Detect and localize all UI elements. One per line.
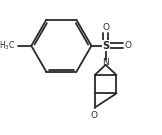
Text: O: O xyxy=(90,111,97,120)
Text: O: O xyxy=(102,23,109,32)
Text: O: O xyxy=(125,41,132,50)
Text: H$_3$C: H$_3$C xyxy=(0,40,15,52)
Text: N: N xyxy=(102,58,109,67)
Text: S: S xyxy=(102,41,109,51)
